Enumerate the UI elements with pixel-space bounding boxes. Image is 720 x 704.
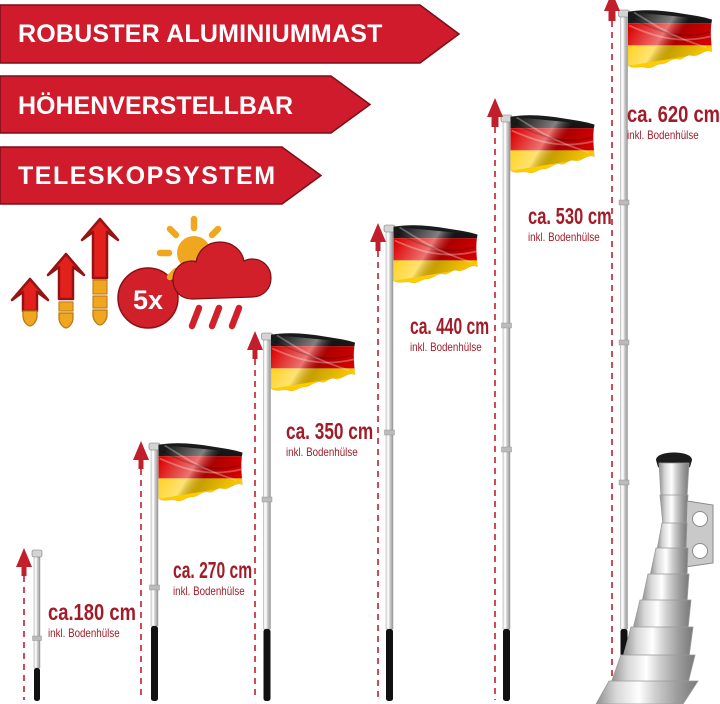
svg-text:ca. 350 cm: ca. 350 cm	[286, 420, 373, 445]
svg-text:TELESKOPSYSTEM: TELESKOPSYSTEM	[18, 162, 277, 190]
svg-text:ca. 440 cm: ca. 440 cm	[410, 314, 489, 340]
svg-text:ca. 620 cm: ca. 620 cm	[627, 102, 720, 127]
svg-text:ca. 270 cm: ca. 270 cm	[173, 558, 252, 584]
svg-text:ca.180 cm: ca.180 cm	[48, 600, 136, 625]
svg-text:ca. 530 cm: ca. 530 cm	[528, 204, 612, 229]
svg-text:HÖHENVERSTELLBAR: HÖHENVERSTELLBAR	[18, 91, 293, 120]
svg-text:inkl. Bodenhülse: inkl. Bodenhülse	[173, 585, 245, 598]
svg-text:inkl. Bodenhülse: inkl. Bodenhülse	[286, 446, 358, 459]
svg-text:inkl. Bodenhülse: inkl. Bodenhülse	[410, 341, 482, 354]
svg-text:5x: 5x	[133, 285, 163, 315]
svg-text:inkl. Bodenhülse: inkl. Bodenhülse	[627, 129, 699, 142]
svg-text:ROBUSTER ALUMINIUMMAST: ROBUSTER ALUMINIUMMAST	[18, 20, 383, 48]
svg-text:inkl. Bodenhülse: inkl. Bodenhülse	[48, 627, 120, 640]
svg-text:inkl. Bodenhülse: inkl. Bodenhülse	[528, 231, 600, 244]
